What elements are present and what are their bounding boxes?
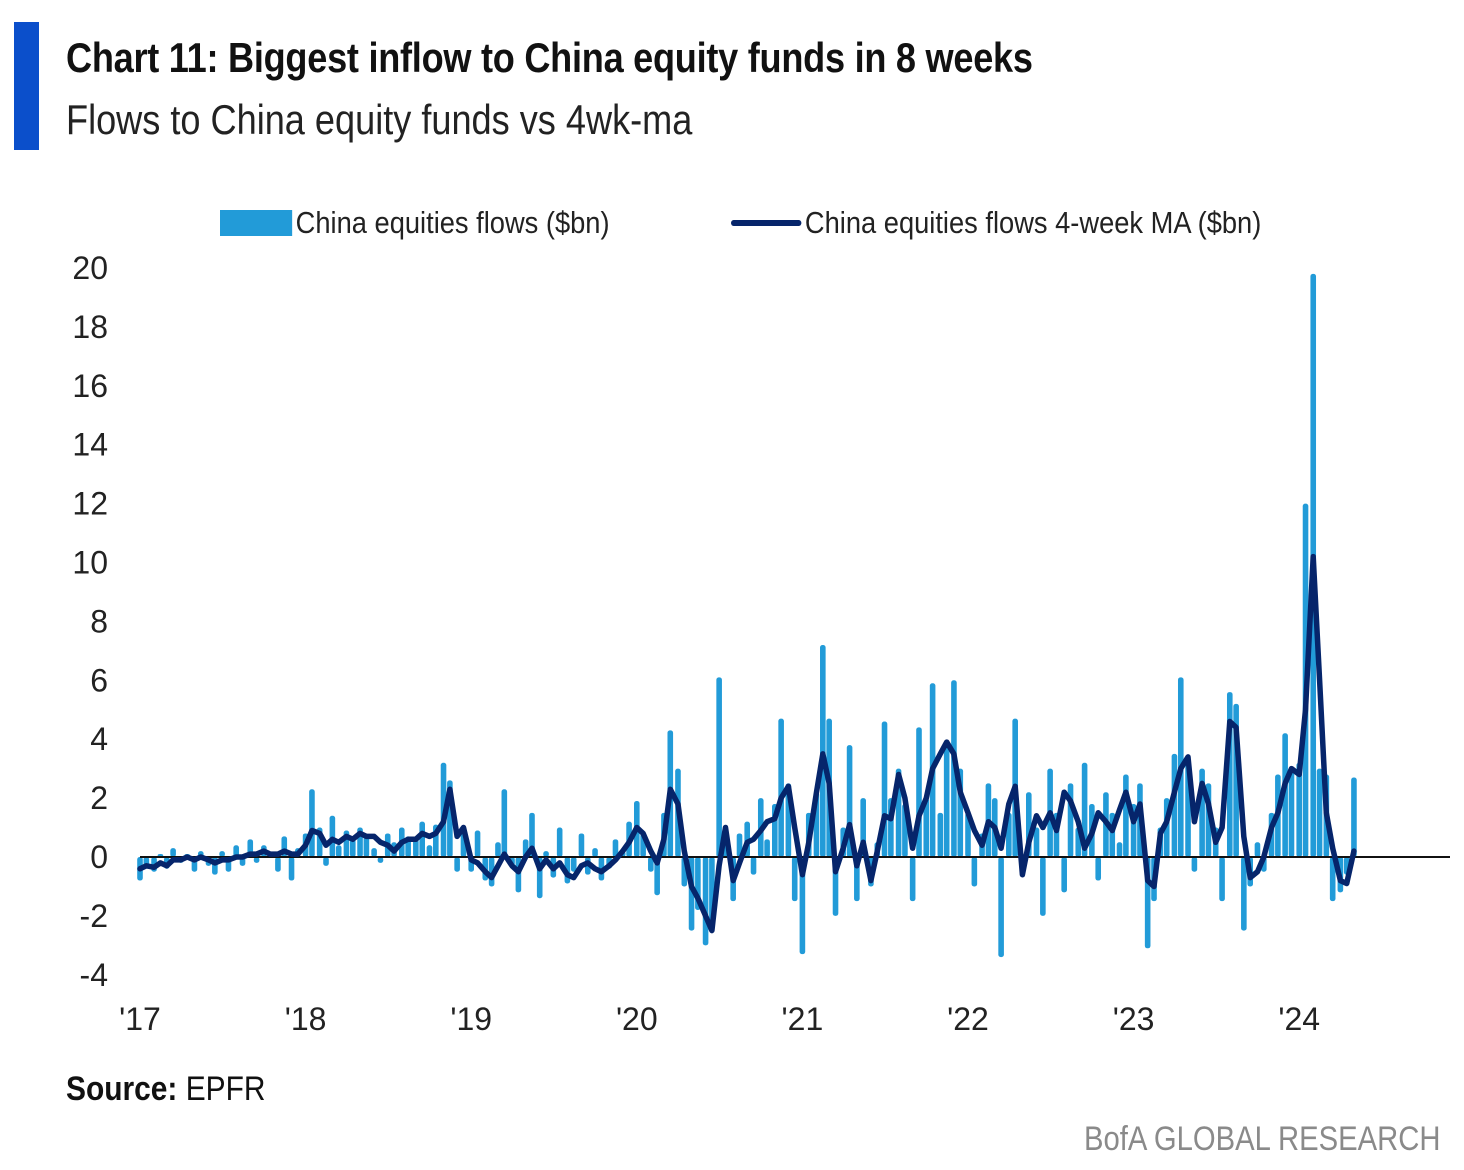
flow-bar: [1288, 768, 1295, 857]
source-note: Source: EPFR: [66, 1070, 266, 1109]
flow-bar: [612, 839, 619, 857]
flow-bar: [323, 857, 329, 866]
flow-bar: [799, 857, 806, 955]
flow-bar: [570, 857, 577, 872]
flow-bar: [578, 833, 585, 857]
chart-subtitle: Flows to China equity funds vs 4wk-ma: [66, 96, 693, 143]
legend-item-ma: China equities flows 4-week MA ($bn): [730, 205, 1262, 241]
flow-bar: [377, 857, 384, 863]
flow-bar: [233, 845, 239, 857]
title-accent-bar: [14, 22, 39, 150]
flow-bar: [1123, 774, 1129, 857]
flow-bar: [329, 815, 336, 857]
y-tick-label: 20: [72, 250, 108, 286]
flow-bar: [1219, 857, 1225, 902]
flow-bar: [219, 851, 225, 857]
flow-bar: [170, 848, 176, 857]
flow-bar: [1282, 733, 1288, 857]
brand-logo-text: BofA GLOBAL RESEARCH: [1083, 1120, 1440, 1158]
flow-bar: [253, 857, 260, 863]
flow-bar: [909, 857, 916, 902]
flow-bar: [736, 833, 743, 857]
y-tick-label: 0: [90, 839, 108, 875]
y-tick-label: 18: [72, 309, 108, 345]
flow-bar: [363, 836, 370, 857]
flow-bar: [820, 644, 826, 857]
x-tick-label: '19: [450, 1001, 492, 1037]
legend-swatch-bar: [220, 210, 293, 236]
flow-bar: [335, 845, 342, 857]
y-tick-label: 8: [90, 603, 108, 639]
y-tick-label: -4: [80, 957, 108, 993]
flow-bar: [648, 857, 654, 872]
flow-bar: [1296, 762, 1302, 857]
flow-bar: [1254, 842, 1261, 857]
source-label: Source:: [66, 1070, 178, 1108]
flow-bar: [1116, 842, 1123, 857]
x-tick-label: '17: [119, 1001, 161, 1037]
source-value: EPFR: [177, 1070, 266, 1108]
flow-bar: [778, 718, 784, 857]
y-tick-label: -2: [80, 898, 108, 934]
legend-item-flows: China equities flows ($bn): [220, 205, 610, 241]
flow-bar: [971, 857, 978, 887]
y-tick-label: 14: [72, 427, 108, 463]
flow-bar: [371, 848, 377, 857]
flow-bar: [495, 842, 501, 857]
x-tick-label: '20: [616, 1001, 658, 1037]
flow-bar: [654, 857, 660, 896]
flow-bar: [1316, 768, 1323, 857]
flow-bar: [454, 857, 460, 872]
legend-label-ma: China equities flows 4-week MA ($bn): [804, 205, 1262, 240]
flow-bar: [275, 857, 281, 872]
chart-title: Chart 11: Biggest inflow to China equity…: [66, 34, 1033, 81]
flow-bar: [1329, 857, 1336, 902]
flow-bar: [419, 821, 426, 857]
flow-bar: [923, 798, 930, 857]
flow-bar: [943, 745, 950, 857]
flow-bar: [474, 830, 481, 857]
x-tick-label: '18: [285, 1001, 327, 1037]
flow-bar: [750, 857, 757, 875]
flow-bar: [1191, 857, 1198, 872]
flow-bar: [702, 857, 709, 946]
y-tick-label: 6: [90, 662, 108, 698]
legend: China equities flows ($bn) China equitie…: [220, 205, 1333, 241]
y-tick-label: 2: [90, 780, 108, 816]
flow-bar: [1040, 857, 1046, 916]
x-tick-label: '21: [782, 1001, 824, 1037]
y-tick-label: 16: [72, 368, 108, 404]
flow-bar: [1061, 857, 1067, 893]
flow-bar: [592, 848, 598, 857]
flow-bar: [309, 789, 315, 857]
flow-bar: [716, 677, 722, 857]
flow-bar: [1351, 777, 1357, 857]
ma-line: [137, 553, 1357, 934]
flow-bar: [426, 845, 433, 857]
legend-label-flows: China equities flows ($bn): [295, 205, 610, 240]
x-tick-label: '22: [947, 1001, 989, 1037]
flow-bar: [288, 857, 295, 881]
flow-bar: [501, 789, 508, 857]
flow-bar: [349, 839, 356, 857]
flow-bar: [543, 851, 549, 857]
flow-bar: [556, 827, 563, 857]
y-tick-label: 4: [90, 721, 108, 757]
flow-bar: [937, 812, 944, 857]
legend-swatch-line: [730, 220, 802, 226]
flow-bar: [1033, 827, 1040, 857]
flow-bar: [791, 857, 798, 902]
flow-bar: [1095, 857, 1102, 881]
flow-bar: [1241, 857, 1247, 931]
x-tick-label: '24: [1278, 1001, 1320, 1037]
y-tick-label: 10: [72, 545, 108, 581]
y-tick-label: 12: [72, 486, 108, 522]
flow-bar: [413, 839, 419, 857]
flow-bar: [998, 857, 1004, 958]
x-tick-label: '23: [1113, 1001, 1155, 1037]
flow-bar: [764, 839, 770, 857]
